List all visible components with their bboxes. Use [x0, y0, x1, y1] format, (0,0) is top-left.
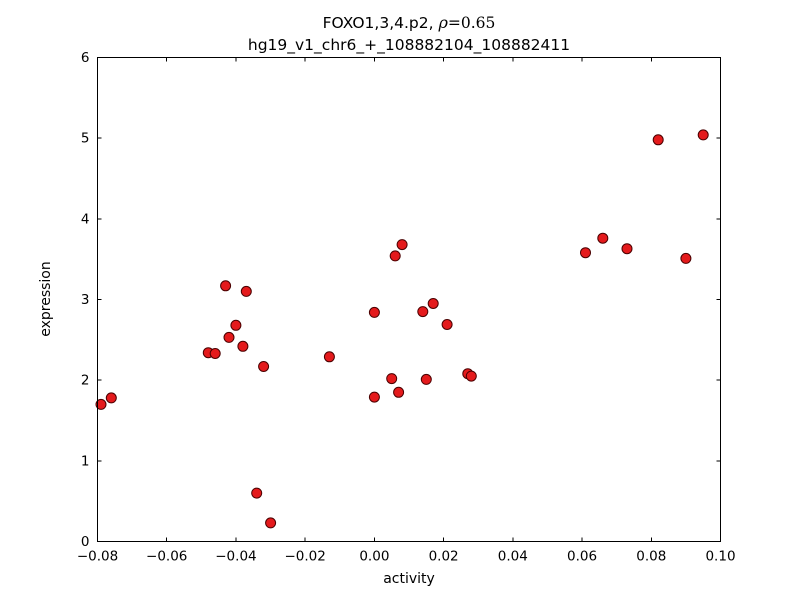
y-tick-label: 2	[81, 373, 90, 389]
ticks-layer: −0.08 −0.06 −0.04 −0.02 0.00 0.02 0.04 0.06 0.08…	[77, 50, 736, 565]
data-point	[368, 391, 380, 403]
y-axis-label: expression	[38, 261, 54, 337]
data-point	[251, 487, 263, 499]
chart-subtitle: hg19_v1_chr6_+_108882104_108882411	[248, 36, 570, 55]
y-tick-label: 5	[81, 131, 90, 147]
data-point	[580, 247, 591, 259]
data-point	[220, 280, 232, 292]
data-point	[465, 370, 477, 382]
x-tick-label: 0.08	[636, 549, 666, 565]
y-tick-label: 6	[81, 50, 90, 66]
y-tick-label: 4	[81, 211, 90, 227]
data-point	[652, 134, 664, 146]
x-tick-label: 0.02	[429, 549, 459, 565]
data-point	[396, 239, 408, 251]
data-point	[258, 361, 270, 372]
data-point	[680, 252, 692, 264]
rho-value: =0.65	[448, 14, 496, 32]
x-tick-label: 0.04	[498, 549, 528, 565]
data-point	[223, 331, 235, 343]
x-tick-label: 0.10	[705, 549, 735, 565]
data-point	[393, 386, 405, 398]
x-tick-label: −0.02	[284, 549, 325, 565]
y-tick-label: 1	[81, 453, 90, 469]
data-point	[389, 250, 401, 262]
plot-area	[97, 57, 721, 542]
points-layer	[95, 129, 709, 529]
data-point	[265, 517, 277, 529]
chart-title: FOXO1,3,4.p2, ρ=0.65	[323, 13, 496, 32]
data-point	[237, 340, 249, 352]
data-point	[417, 306, 429, 318]
x-tick-label: 0.00	[359, 549, 389, 565]
data-point	[105, 392, 117, 404]
data-point	[441, 319, 453, 330]
data-point	[240, 285, 252, 297]
y-tick-label: 3	[81, 292, 90, 308]
rho-symbol: ρ	[437, 13, 448, 32]
x-tick-label: −0.06	[146, 549, 187, 565]
chart-title-text: FOXO1,3,4.p2,	[323, 14, 439, 32]
x-axis-label: activity	[383, 571, 435, 587]
data-point	[420, 373, 432, 385]
x-tick-label: −0.08	[77, 549, 118, 565]
x-tick-label: −0.04	[215, 549, 256, 565]
data-point	[209, 348, 221, 359]
data-point	[323, 351, 335, 363]
data-point	[368, 306, 380, 318]
data-point	[621, 243, 633, 255]
data-point	[697, 129, 709, 141]
data-point	[597, 232, 609, 244]
data-point	[427, 298, 439, 309]
data-point	[386, 373, 398, 385]
x-tick-label: 0.06	[567, 549, 597, 565]
data-point	[95, 398, 107, 410]
data-point	[230, 319, 242, 331]
y-tick-label: 0	[81, 534, 90, 550]
axes-frame	[97, 57, 721, 542]
